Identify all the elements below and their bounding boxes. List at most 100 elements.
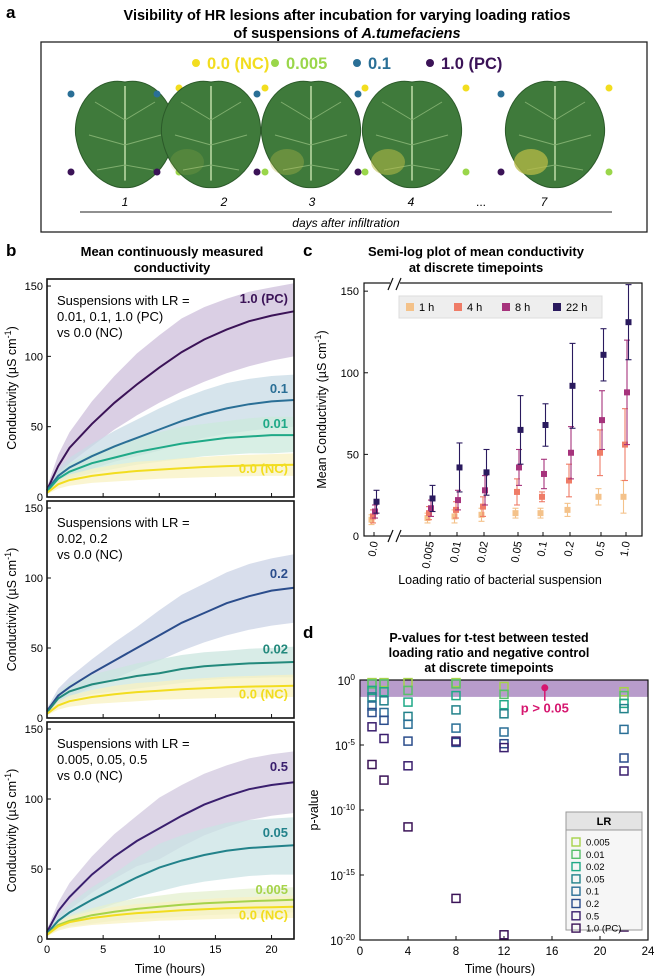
plot-frame [46, 500, 295, 719]
leaf-dot-lr01 [497, 90, 505, 98]
series-label: 0.05 [263, 825, 288, 840]
data-point [499, 930, 509, 940]
y-tick-label: 0 [37, 934, 43, 946]
panel-a-legend-dot [271, 59, 279, 67]
series-line [46, 684, 295, 715]
y-tick-label: 10-15 [330, 868, 355, 883]
data-point [372, 508, 378, 515]
data-point [499, 742, 509, 753]
y-tick-label: 10-10 [330, 803, 355, 818]
panel-a-legend-label: 1.0 (PC) [441, 55, 502, 73]
data-point [597, 449, 603, 456]
plot-frame [363, 282, 643, 537]
legend-label: 8 h [515, 302, 530, 314]
annotation-line: vs 0.0 (NC) [57, 325, 123, 340]
data-point [456, 464, 463, 471]
panel-d-title-line3: at discrete timepoints [424, 661, 553, 675]
series-label: 0.0 (NC) [239, 686, 288, 701]
panel-b-title-line1: Mean continuously measured [81, 244, 264, 259]
data-point [482, 487, 488, 494]
legend-label: 1.0 (PC) [586, 924, 621, 935]
data-point [455, 497, 461, 504]
panel-b-plot-3: 0.5 0.05 0.005 0.0 (NC) 0 50 100 150 0 5 10 15 20 Sus… [3, 721, 295, 956]
ylabel-base: Conductivity (µS cm [5, 338, 19, 449]
data-point [428, 505, 434, 512]
data-point [403, 697, 413, 707]
series-line [46, 434, 294, 493]
y-tick-label: 50 [31, 864, 43, 876]
panel-a-legend-label: 0.005 [286, 55, 327, 73]
hr-lesion [170, 149, 204, 175]
series-line [46, 399, 295, 491]
x-tick-label: 0.02 [475, 540, 491, 563]
data-point [619, 724, 629, 735]
data-point [403, 711, 413, 722]
series-label: 0.2 [270, 566, 288, 581]
data-point [568, 449, 574, 456]
y-tick-label: 10-5 [335, 738, 356, 753]
data-point [379, 733, 389, 744]
panel-a-title-italic: A.tumefaciens [360, 26, 460, 42]
x-tick-label: 0.5 [593, 540, 607, 557]
legend-marker [454, 303, 462, 311]
data-point [367, 679, 377, 689]
ylabel-close: ) [5, 548, 19, 552]
y-tick-label-sup: 0 [350, 673, 355, 682]
ylabel-sup: -1 [3, 773, 13, 781]
y-tick-label: 100 [25, 794, 43, 806]
legend-marker [571, 911, 581, 921]
data-point [619, 766, 629, 776]
leaf-dot-lr005 [605, 168, 613, 176]
data-point [539, 493, 545, 500]
y-tick-label: 150 [341, 286, 359, 298]
leaf-dot-lr01 [153, 90, 161, 98]
ylabel-sup: -1 [313, 335, 323, 343]
ylabel-base: Mean Conductivity (µS cm [315, 343, 329, 489]
series-band [47, 283, 294, 493]
legend-marker [553, 303, 561, 311]
data-point [367, 759, 377, 770]
leaf-photo [497, 80, 613, 189]
legend-header [565, 811, 643, 831]
data-point [619, 703, 629, 714]
leaf-dot-nc [605, 84, 613, 92]
legend-marker [502, 303, 510, 311]
x-tick-label: 15 [209, 944, 221, 956]
data-point [512, 510, 519, 517]
y-tick-label-sup: -10 [343, 803, 355, 812]
x-tick-label: 20 [594, 946, 607, 958]
y-tick-label: 0 [353, 531, 359, 543]
legend-label: 22 h [566, 302, 587, 314]
data-point [403, 685, 413, 696]
data-point [429, 495, 436, 502]
leaf-dot-pc [497, 168, 505, 176]
data-point [541, 470, 547, 477]
legend-marker [406, 303, 414, 311]
panel-b-xlabel: Time (hours) [135, 962, 205, 976]
data-point [403, 761, 413, 771]
data-point [514, 488, 520, 495]
y-tick-label: 100 [25, 573, 43, 585]
x-tick-label: 0.0 [366, 540, 380, 557]
y-tick-label: 10-20 [330, 933, 355, 948]
legend-label: 0.2 [586, 899, 599, 910]
series-label: 0.5 [270, 759, 288, 774]
panel-c-title-line1: Semi-log plot of mean conductivity [368, 244, 585, 259]
plot-frame [46, 721, 295, 940]
leaf-dot-nc [361, 84, 369, 92]
legend-label: 0.1 [586, 887, 599, 898]
panel-b-ylabel: Conductivity (µS cm-1) [3, 769, 19, 893]
data-point [478, 511, 485, 518]
panel-a-legend-dot [192, 59, 200, 67]
leaf-dot-pc [354, 168, 362, 176]
series-label: 0.0 (NC) [239, 461, 288, 476]
panel-c-ylabel: Mean Conductivity (µS cm-1) [313, 330, 329, 488]
annotation-line: vs 0.0 (NC) [57, 547, 123, 562]
plot-frame [46, 278, 295, 498]
series-line [46, 586, 295, 712]
y-tick-label-base: 10 [330, 936, 343, 948]
y-tick-label: 50 [31, 643, 43, 655]
data-point [499, 709, 509, 719]
legend-marker [571, 874, 581, 884]
series-line [46, 463, 295, 494]
